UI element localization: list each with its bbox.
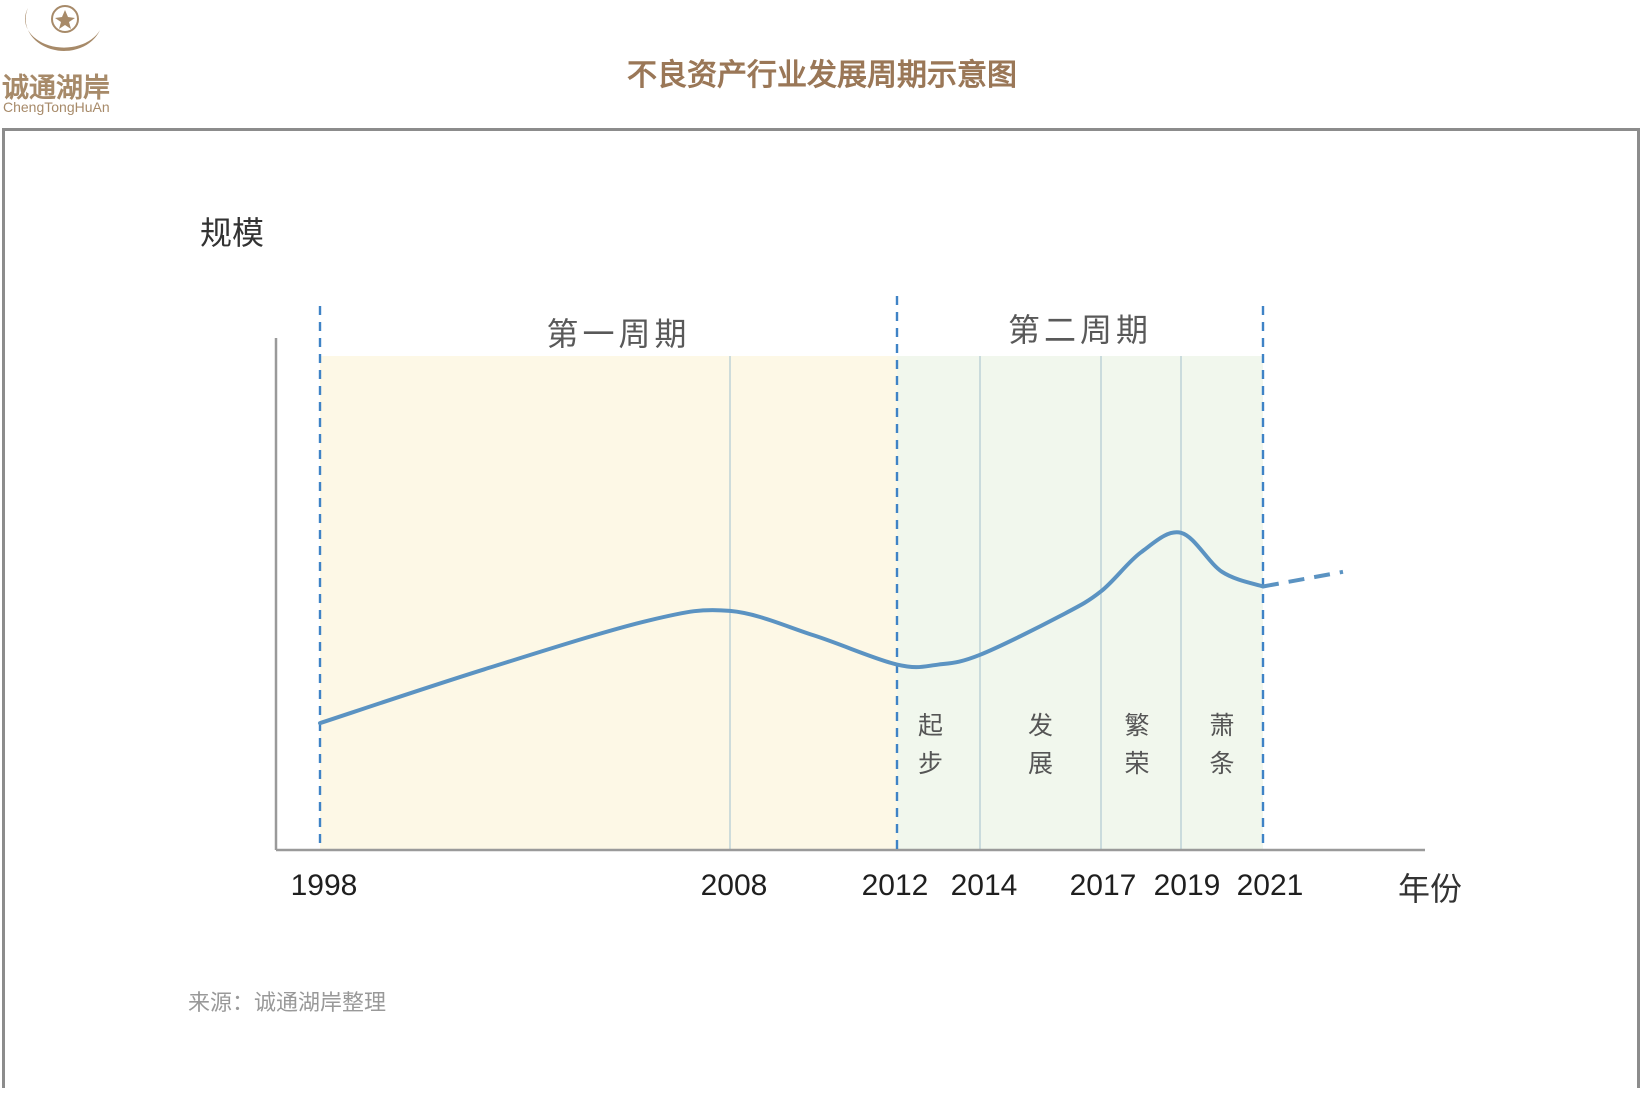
x-tick-label-2014: 2014 [951,869,1018,902]
logo-name-cn: 诚通湖岸 [2,73,110,104]
phase-label-1-char-2: 步 [918,749,943,778]
logo-emblem-icon [25,5,101,51]
x-tick-label-2019: 2019 [1154,869,1221,902]
x-axis-title: 年份 [1398,870,1462,908]
cycle-label-1: 第一周期 [546,315,690,353]
phase-label-2-char-1: 发 [1028,711,1053,740]
phase-label-3-char-2: 荣 [1124,749,1149,778]
phase-label-4-char-1: 萧 [1209,711,1234,740]
source-note: 来源：诚通湖岸整理 [188,991,387,1016]
projection-line [1262,569,1344,589]
cycle-background-1 [320,356,897,850]
cycle-background-2 [897,356,1263,850]
phase-label-4-char-2: 条 [1209,749,1234,778]
page-title: 不良资产行业发展周期示意图 [627,58,1017,93]
logo-name-en: ChengTongHuAn [3,99,110,115]
phase-label-1-char-1: 起 [918,711,943,740]
chart-frame [2,128,1640,1088]
x-tick-label-2021: 2021 [1237,869,1304,902]
y-axis-title: 规模 [200,214,264,252]
phase-label-3-char-1: 繁 [1124,711,1149,740]
logo: 诚通湖岸 ChengTongHuAn [0,0,140,120]
x-tick-label-1998: 1998 [291,869,358,902]
x-tick-label-2012: 2012 [862,869,929,902]
x-tick-label-2008: 2008 [701,869,768,902]
cycle-label-2: 第二周期 [1008,311,1152,349]
scale-curve [318,530,1265,726]
x-tick-label-2017: 2017 [1070,869,1137,902]
phase-label-2-char-2: 展 [1028,749,1053,778]
